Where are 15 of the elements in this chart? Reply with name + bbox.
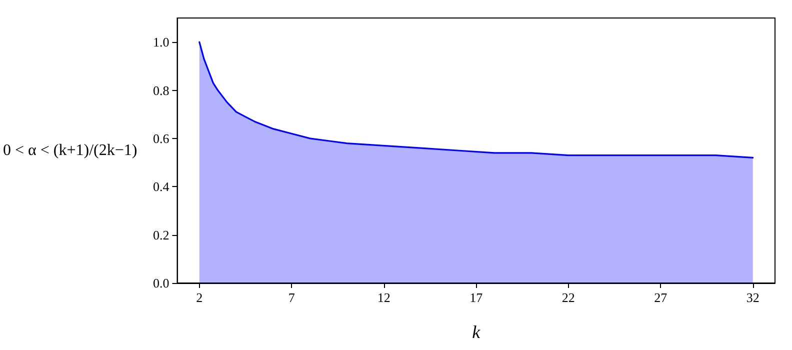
x-tick-label: 2: [196, 290, 203, 305]
x-tick-label: 27: [654, 290, 668, 305]
x-tick-label: 12: [377, 290, 390, 305]
x-tick-label: 22: [562, 290, 575, 305]
y-tick-label: 0.0: [152, 276, 170, 290]
x-tick-label: 17: [470, 290, 484, 305]
x-tick-label: 32: [746, 290, 760, 305]
y-tick-label: 1.0: [152, 34, 170, 50]
x-tick-label: 7: [288, 290, 296, 305]
y-tick-label: 0.4: [152, 179, 170, 194]
y-tick-label: 0.6: [152, 130, 170, 146]
y-tick-label: 0.8: [152, 82, 170, 98]
x-axis-title: k: [472, 322, 482, 342]
y-axis-title: 0 < α < (k+1)/(2k−1): [3, 142, 138, 159]
y-tick-label: 0.2: [152, 227, 170, 242]
